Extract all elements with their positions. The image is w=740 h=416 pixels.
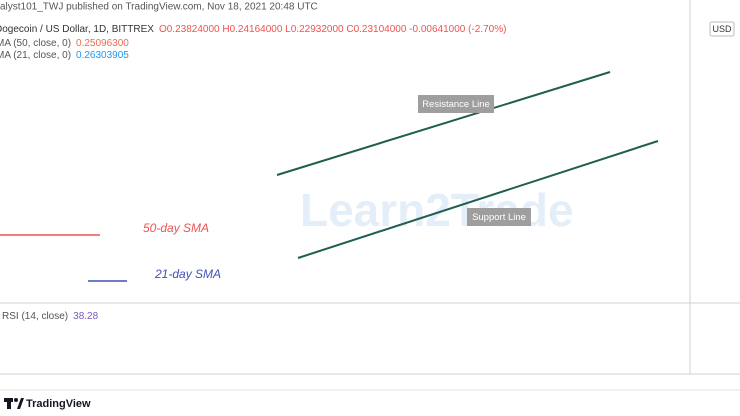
legend-name: MA (21, close, 0) [0, 50, 71, 61]
legend-name: MA (50, close, 0) [0, 38, 71, 49]
watermark: Learn2Trade [300, 184, 574, 236]
support-trendline [297, 140, 659, 259]
footer-brand: TradingView [26, 398, 91, 410]
price-axis-bg [690, 0, 740, 390]
footer-logo [4, 398, 24, 409]
ohlc-values: O0.23824000 H0.24164000 L0.22932000 C0.2… [159, 24, 507, 35]
logo-part [14, 398, 18, 402]
support-label-box [467, 208, 531, 226]
logo-part [17, 398, 24, 409]
resistance-label: Resistance Line [422, 99, 490, 110]
legend-value: 0.25096300 [76, 38, 129, 49]
symbol-title: Dogecoin / US Dollar, 1D, BITTREX [0, 24, 154, 35]
symbol-header: Dogecoin / US Dollar, 1D, BITTREX O0.2382… [0, 24, 506, 35]
logo-part [7, 402, 11, 409]
published-note: alyst101_TWJ published on TradingView.co… [0, 2, 318, 13]
sma50-annotation: 50-day SMA [143, 221, 209, 235]
rsi-header: RSI (14, close) 38.28 [2, 311, 99, 322]
resistance-trendline [276, 71, 611, 176]
rsi-title: RSI (14, close) [2, 311, 68, 322]
support-label: Support Line [472, 212, 526, 223]
currency: USD [712, 24, 732, 34]
currency-box [709, 21, 735, 37]
legend-ma21: MA (21, close, 0) 0.26303905 [0, 50, 129, 61]
legend-value: 0.26303905 [76, 50, 129, 61]
resistance-label-box [418, 95, 494, 113]
legend-ma50: MA (50, close, 0) 0.25096300 [0, 38, 129, 49]
sma21-annotation: 21-day SMA [154, 267, 221, 281]
rsi-value: 38.28 [73, 311, 98, 322]
logo-part [4, 398, 13, 402]
